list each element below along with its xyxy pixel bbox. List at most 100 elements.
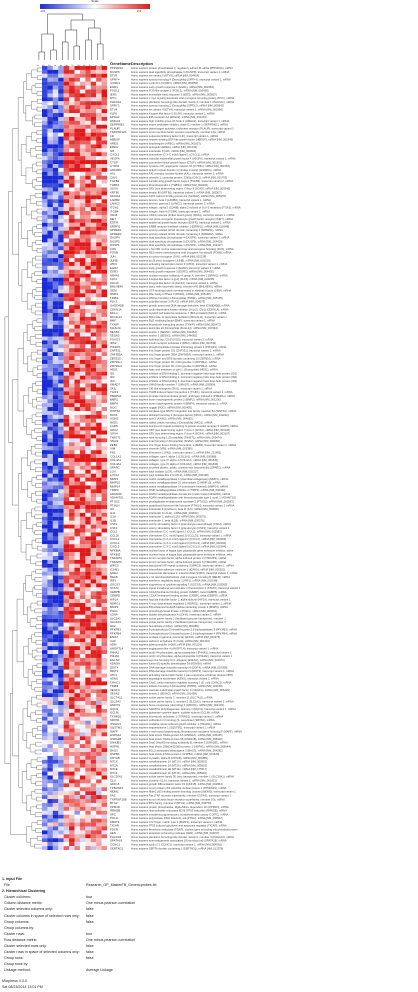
heatmap-cell	[96, 81, 102, 86]
heatmap-cell	[74, 681, 80, 686]
gene-name: DUSP5	[110, 239, 120, 243]
heatmap-cell	[90, 214, 97, 219]
heatmap-cell	[63, 379, 70, 384]
heatmap-cell	[79, 661, 86, 666]
heatmap-cell	[90, 681, 97, 686]
row-tree-link	[27, 700, 32, 717]
heatmap-cell	[52, 101, 59, 106]
gene-name: FDXR	[110, 827, 118, 831]
annotation-row: NFKBIA Homo sapiens nuclear factor of kap…	[110, 548, 234, 552]
heatmap-cell	[63, 273, 70, 278]
heatmap-grid[interactable]	[42, 66, 107, 850]
heatmap-cell	[90, 203, 97, 208]
row-tree-link	[36, 248, 42, 253]
heatmap-row	[42, 387, 107, 392]
heatmap-cell	[74, 732, 80, 737]
gene-description: Homo sapiens integrin, alpha 2 (CD49B, a…	[131, 205, 241, 209]
heatmap-cell	[96, 489, 102, 494]
heatmap-cell	[79, 289, 86, 294]
heatmap-cell	[96, 269, 102, 274]
heatmap-cell	[58, 438, 64, 443]
heatmap-cell	[47, 657, 53, 662]
heatmap-cell	[74, 740, 80, 745]
heatmap-row	[42, 559, 107, 564]
heatmap-cell	[90, 265, 97, 270]
heatmap-cell	[42, 450, 48, 455]
heatmap-cell	[63, 846, 70, 850]
heatmap-cell	[85, 293, 91, 298]
heatmap-cell	[96, 316, 102, 321]
gene-description: Homo sapiens hairy and enhancer of split…	[131, 368, 218, 372]
heatmap-cell	[79, 524, 86, 529]
gene-name: HMOX1	[110, 703, 121, 707]
heatmap-cell	[69, 164, 75, 168]
heatmap-cell	[52, 211, 59, 216]
annotation-row: SERPINE1 Homo sapiens serpin peptidase in…	[110, 123, 228, 127]
heatmap-cell	[101, 795, 107, 800]
heatmap-cell	[58, 579, 64, 584]
heatmap-cell	[101, 799, 107, 804]
heatmap-cell	[101, 771, 107, 776]
row-tree-link	[31, 791, 37, 800]
heatmap-cell	[101, 458, 107, 462]
heatmap-cell	[69, 540, 75, 545]
heatmap-cell	[79, 387, 86, 392]
annotation-row: SOD2 Homo sapiens superoxide dismutase 2,…	[110, 571, 238, 575]
heatmap-cell	[79, 316, 86, 321]
heatmap-cell	[47, 438, 53, 443]
heatmap-cell	[96, 724, 102, 729]
heatmap-cell	[42, 426, 48, 431]
gene-name: ID2	[110, 375, 115, 379]
heatmap-cell	[74, 556, 80, 560]
heatmap-cell	[96, 258, 102, 263]
gene-description: Homo sapiens immediate early response 3 …	[131, 92, 217, 96]
heatmap-cell	[85, 128, 91, 133]
heatmap-cell	[96, 128, 102, 133]
annotation-row: PPP2R2A Homo sapiens protein phosphatase …	[110, 66, 233, 70]
heatmap-row	[42, 375, 107, 380]
heatmap-cell	[69, 501, 75, 506]
heatmap-cell	[52, 642, 59, 647]
heatmap-cell	[79, 724, 86, 729]
gene-description: Homo sapiens leukemia inhibitory factor …	[131, 134, 218, 138]
heatmap-cell	[69, 512, 75, 517]
heatmap-cell	[69, 556, 75, 560]
heatmap-row	[42, 610, 107, 615]
heatmap-row	[42, 203, 107, 208]
heatmap-cell	[58, 465, 64, 470]
heatmap-cell	[47, 759, 53, 764]
annotation-row: TRIB1 Homo sapiens tribbles homolog 1 (Dr…	[110, 296, 223, 300]
heatmap-cell	[69, 430, 75, 435]
heatmap-cell	[101, 336, 107, 341]
heatmap-cell	[90, 422, 97, 427]
heatmap-cell	[90, 395, 97, 400]
heatmap-cell	[101, 618, 107, 623]
gene-description: Homo sapiens interferon regulatory facto…	[131, 579, 217, 583]
heatmap-cell	[79, 477, 86, 482]
heatmap-cell	[63, 626, 70, 631]
gene-name: SPRED1	[110, 228, 122, 232]
heatmap-row	[42, 85, 107, 90]
heatmap-cell	[69, 265, 75, 270]
heatmap-cell	[52, 191, 59, 196]
heatmap-cell	[96, 297, 102, 302]
heatmap-cell	[79, 450, 86, 455]
gene-name: ERRFI1	[110, 224, 121, 228]
heatmap-cell	[85, 438, 91, 443]
heatmap-cell	[85, 410, 91, 415]
row-tree-link	[37, 365, 42, 370]
heatmap-cell	[74, 720, 80, 725]
heatmap-cell	[96, 203, 102, 208]
heatmap-cell	[90, 614, 97, 619]
heatmap-cell	[101, 356, 107, 361]
heatmap-cell	[90, 540, 97, 545]
heatmap-cell	[47, 834, 53, 839]
params-key: Cluster columns in space of selected row…	[4, 913, 80, 918]
heatmap-cell	[74, 387, 80, 392]
heatmap-cell	[47, 430, 53, 435]
heatmap-cell	[69, 69, 75, 74]
gene-name: NR4A1	[110, 273, 120, 277]
heatmap-cell	[52, 414, 59, 419]
heatmap-row	[42, 708, 107, 713]
heatmap-cell	[42, 512, 48, 517]
